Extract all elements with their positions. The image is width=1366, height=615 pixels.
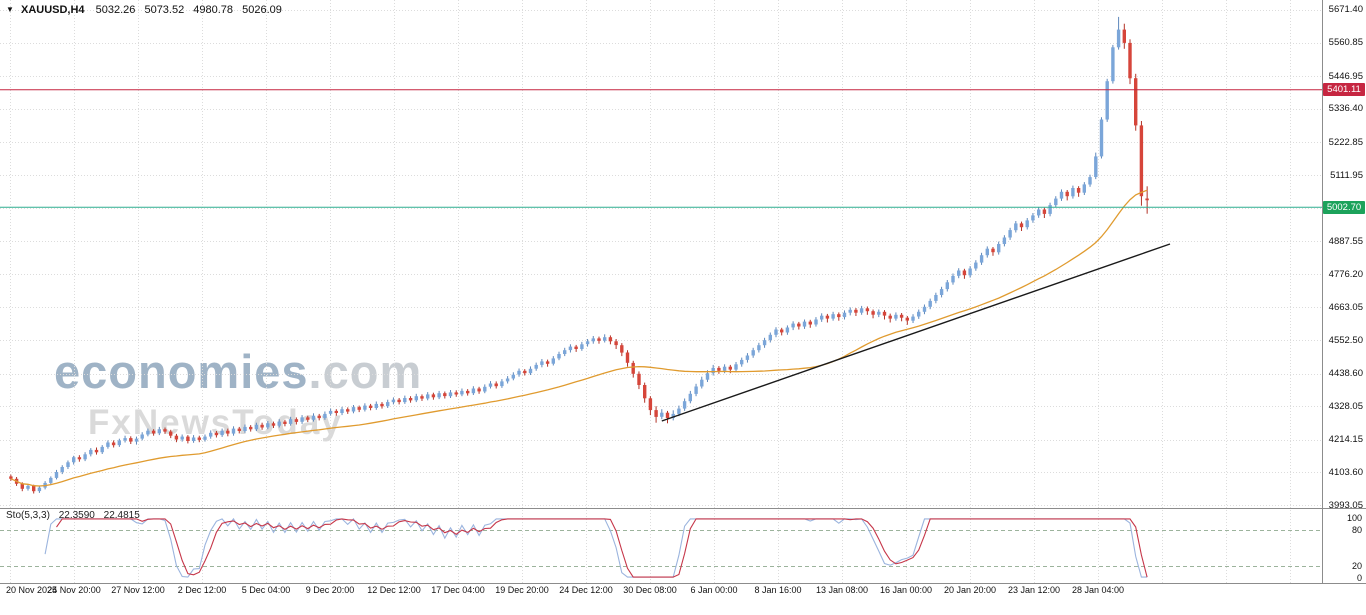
symbol-period-label: XAUUSD,H4 [20,4,85,16]
price-axis-label: 4103.60 [1328,466,1363,478]
time-axis-label: 17 Dec 04:00 [431,585,485,595]
price-axis-label: 4328.05 [1328,400,1363,412]
price-axis-label: 5560.85 [1328,37,1363,49]
price-axis-label: 5446.95 [1328,70,1363,82]
time-axis-label: 16 Jan 00:00 [879,585,933,595]
resistance-price-badge: 5401.11 [1323,83,1365,97]
watermark-line1: economies.com [54,348,422,395]
quote-low: 4980.78 [193,4,234,16]
indicator-axis[interactable]: 100 80 20 0 [1323,508,1364,583]
time-axis-label: 20 Nov 2025 [6,585,58,595]
watermark-brand-suffix: .com [308,345,423,398]
indicator-label-row: Sto(5,3,3) 22.3590 22.4815 [6,510,146,521]
time-axis-label: 27 Nov 12:00 [111,585,165,595]
price-axis-label: 4214.15 [1328,434,1363,446]
indicator-axis-label: 20 [1351,561,1362,571]
trendline[interactable] [661,243,1171,422]
price-axis-label: 3993.05 [1328,499,1363,511]
price-axis-label: 4776.20 [1328,268,1363,280]
price-axis-label: 5336.40 [1328,103,1363,115]
grid [0,0,1322,583]
indicator-main-value: 22.3590 [58,510,95,521]
time-axis-label: 8 Jan 16:00 [754,585,802,595]
time-axis-label: 30 Dec 08:00 [623,585,677,595]
price-axis-label: 5111.95 [1330,169,1363,181]
pane-borders [0,0,1366,584]
time-axis[interactable]: 20 Nov 2025 24 Nov 20:00 27 Nov 12:00 2 Dec… [0,585,1366,599]
price-axis-label: 5671.40 [1328,4,1363,16]
candles-series [9,16,1149,494]
expand-arrow-icon[interactable]: ▼ [6,5,14,14]
indicator-axis-label: 100 [1346,513,1362,523]
time-axis-label: 12 Dec 12:00 [367,585,421,595]
time-axis-label: 9 Dec 20:00 [305,585,355,595]
time-axis-label: 5 Dec 04:00 [241,585,291,595]
price-axis-label: 4552.50 [1328,334,1363,346]
time-axis-label: 23 Jan 12:00 [1007,585,1061,595]
time-axis-label: 6 Jan 00:00 [690,585,738,595]
time-axis-label: 28 Jan 04:00 [1071,585,1125,595]
price-axis-label: 4663.05 [1328,301,1363,313]
watermark-tagline: FxNewsToday [88,403,343,442]
ma-line [10,189,1148,487]
time-axis-label: 19 Dec 20:00 [495,585,549,595]
quote-open: 5032.26 [95,4,136,16]
price-axis-label: 4438.60 [1328,368,1363,380]
stochastic-signal-line [56,518,1148,578]
time-axis-label: 20 Jan 20:00 [943,585,997,595]
time-axis-label: 13 Jan 08:00 [815,585,869,595]
current-price-badge: 5002.70 [1323,200,1365,214]
indicator-axis-label: 0 [1356,573,1362,583]
indicator-axis-label: 80 [1351,525,1362,535]
price-axis-label: 4887.55 [1328,235,1363,247]
symbol-quote-bar: ▼ XAUUSD,H4 5032.26 5073.52 4980.78 5026… [6,4,288,16]
quote-high: 5073.52 [144,4,185,16]
indicator-signal-value: 22.4815 [103,510,140,521]
quote-close: 5026.09 [242,4,282,16]
watermark-brand: economies [54,345,309,398]
time-axis-label: 24 Dec 12:00 [559,585,613,595]
time-axis-label: 2 Dec 12:00 [177,585,227,595]
time-axis-label: 24 Nov 20:00 [47,585,101,595]
indicator-name: Sto(5,3,3) [6,510,50,521]
price-axis-label: 5222.85 [1328,136,1363,148]
watermark: economies.com FxNewsToday [54,348,422,440]
